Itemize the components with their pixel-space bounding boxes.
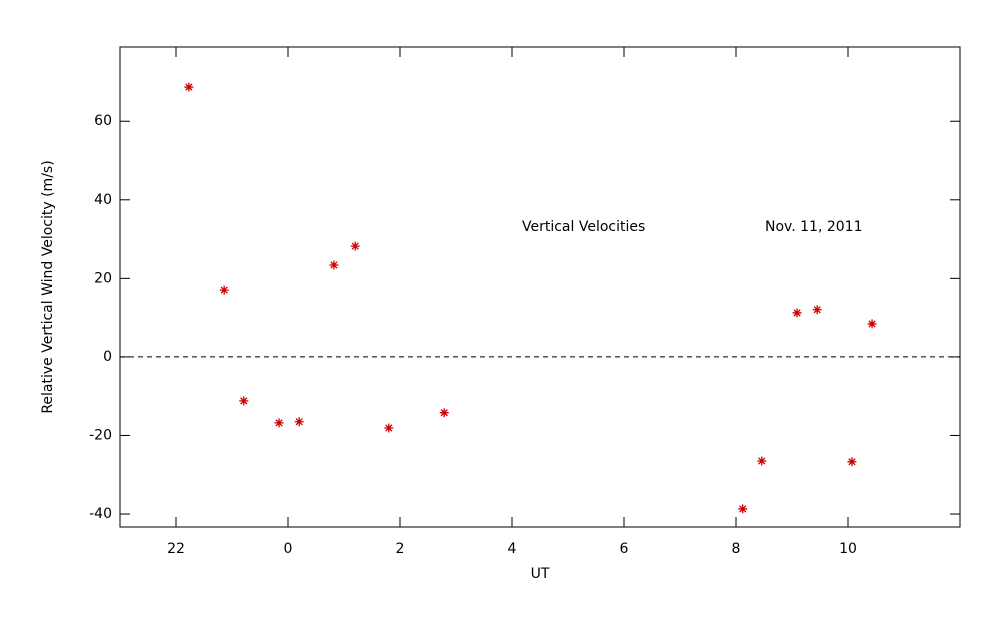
y-tick-label: 20 bbox=[94, 270, 112, 286]
x-tick-label: 2 bbox=[396, 541, 405, 557]
y-axis-label: Relative Vertical Wind Velocity (m/s) bbox=[40, 160, 56, 413]
point bbox=[812, 305, 822, 315]
x-tick-label: 0 bbox=[284, 541, 293, 557]
annotation: Nov. 11, 2011 bbox=[765, 219, 862, 235]
point bbox=[384, 423, 394, 433]
point bbox=[184, 82, 194, 92]
point bbox=[738, 504, 748, 514]
point bbox=[439, 408, 449, 418]
y-tick-label: -40 bbox=[89, 506, 112, 522]
x-tick-label: 10 bbox=[839, 541, 857, 557]
x-axis-label: UT bbox=[531, 566, 550, 582]
point bbox=[792, 308, 802, 318]
x-tick-label: 22 bbox=[167, 541, 185, 557]
point bbox=[757, 456, 767, 466]
point bbox=[274, 418, 284, 428]
x-tick-label: 8 bbox=[732, 541, 741, 557]
point bbox=[239, 396, 249, 406]
y-tick-label: 60 bbox=[94, 113, 112, 129]
point bbox=[294, 417, 304, 427]
x-tick-label: 6 bbox=[620, 541, 629, 557]
point bbox=[867, 319, 877, 329]
y-tick-label: 0 bbox=[103, 349, 112, 365]
point bbox=[329, 260, 339, 270]
plot-frame bbox=[119, 46, 961, 528]
y-tick-label: 40 bbox=[94, 192, 112, 208]
annotation: Vertical Velocities bbox=[522, 219, 645, 235]
x-tick-label: 4 bbox=[508, 541, 517, 557]
y-tick-label: -20 bbox=[89, 427, 112, 443]
point bbox=[350, 241, 360, 251]
point bbox=[219, 285, 229, 295]
point bbox=[847, 457, 857, 467]
